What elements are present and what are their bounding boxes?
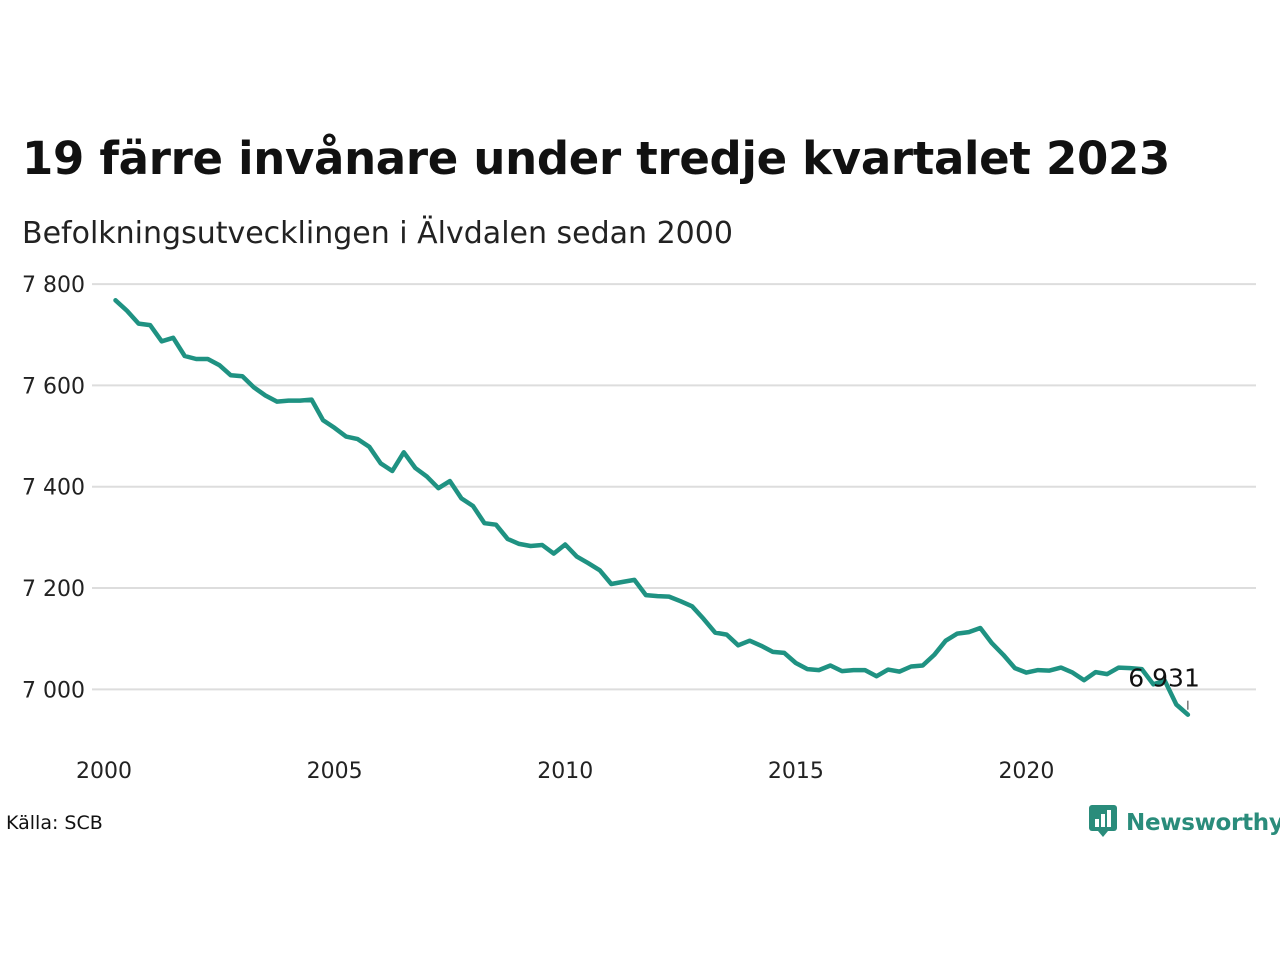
brand-logo: Newsworthy [1088, 804, 1280, 842]
series-group [113, 298, 1191, 717]
y-tick-label: 7 000 [22, 678, 85, 703]
y-tick-label: 7 800 [22, 273, 85, 298]
x-axis-ticks: 2000 2005 2010 2015 2020 [76, 759, 1054, 784]
grid-lines [92, 283, 1256, 691]
x-tick-label: 2020 [998, 759, 1054, 784]
series-line [113, 298, 1191, 717]
y-axis-ticks: 7 000 7 200 7 400 7 600 7 800 [22, 273, 85, 703]
newsworthy-logo-icon [1088, 804, 1118, 842]
x-tick-label: 2015 [768, 759, 824, 784]
y-tick-label: 7 600 [22, 374, 85, 399]
y-tick-label: 7 400 [22, 476, 85, 501]
source-note: Källa: SCB [6, 812, 103, 834]
chart-subtitle: Befolkningsutvecklingen i Älvdalen sedan… [22, 216, 733, 251]
chart-title: 19 färre invånare under tredje kvartalet… [22, 132, 1171, 185]
brand-name: Newsworthy [1126, 810, 1280, 836]
end-value-label: 6 931 [1128, 664, 1200, 693]
y-tick-label: 7 200 [22, 577, 85, 602]
x-tick-label: 2005 [307, 759, 363, 784]
x-tick-label: 2000 [76, 759, 132, 784]
end-annotation: 6 931 [1128, 664, 1200, 710]
x-tick-label: 2010 [537, 759, 593, 784]
